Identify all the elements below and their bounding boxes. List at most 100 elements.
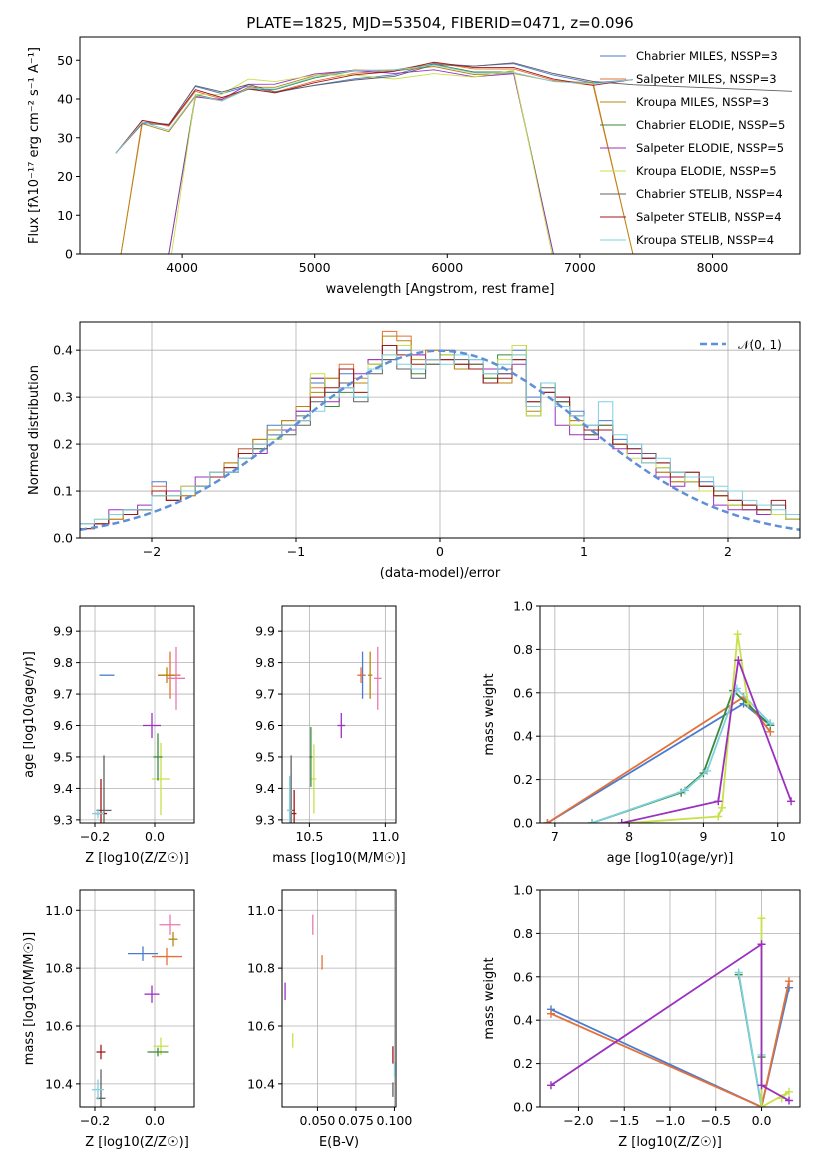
axes-frame <box>281 605 397 824</box>
weight-marker <box>744 699 752 708</box>
y-tick-label: 9.9 <box>255 624 275 639</box>
y-tick-label: 9.6 <box>255 718 275 733</box>
y-tick-label: 0.2 <box>53 437 73 452</box>
spectrum-series-8 <box>115 64 633 154</box>
y-tick-label: 10.4 <box>45 1076 73 1091</box>
x-axis-label: age [log10(age/yr)] <box>607 851 734 866</box>
x-tick-label: 1 <box>580 544 588 559</box>
weight-marker <box>703 766 712 775</box>
y-axis-label: mass weight <box>482 673 497 755</box>
chart-residuals: 𝒩(0, 1) −2 −1 0 1 2 0.0 0.1 0.2 0.3 0.4 (data-model… <box>27 321 801 581</box>
plot-area-mass-vs-ebv <box>284 914 396 1097</box>
x-tick-label: 5000 <box>299 260 331 275</box>
x-tick-label: 0.050 <box>300 1113 336 1128</box>
weight-line-0 <box>550 987 790 1107</box>
legend-label-7: Salpeter STELIB, NSSP=4 <box>636 210 782 224</box>
spectrum-series-7 <box>115 61 633 154</box>
y-tick-label: 9.7 <box>53 687 73 702</box>
y-axis-label: mass weight <box>482 957 497 1039</box>
y-tick-label: 9.7 <box>255 687 275 702</box>
chart-age-vs-mass: 10.5 11.0 9.3 9.4 9.5 9.6 9.7 9.8 9.9 mass [log10… <box>255 605 406 866</box>
axes-frame <box>79 889 195 1108</box>
spectrum-series-5 <box>171 69 553 254</box>
weight-marker <box>766 719 775 728</box>
plot-area-mass-vs-z <box>92 914 182 1107</box>
y-tick-label: 0 <box>65 247 73 262</box>
y-tick-label: 9.9 <box>53 624 73 639</box>
x-tick-label: −1.0 <box>655 1113 685 1128</box>
y-tick-label: 40 <box>57 92 73 107</box>
weight-line-5 <box>621 659 792 823</box>
weight-marker <box>734 656 743 665</box>
weight-marker <box>757 914 766 923</box>
y-axis-label: mass [log10(M/M☉)] <box>22 932 37 1065</box>
x-tick-label: −1.5 <box>609 1113 639 1128</box>
x-tick-label: 10 <box>770 829 786 844</box>
weight-marker <box>617 819 626 823</box>
weight-marker <box>546 1081 555 1090</box>
x-tick-label: 9 <box>699 829 707 844</box>
y-tick-label: 9.8 <box>255 655 275 670</box>
y-tick-label: 1.0 <box>513 599 533 614</box>
y-tick-label: 9.4 <box>255 781 275 796</box>
y-tick-label: 0.8 <box>513 926 533 941</box>
weight-marker <box>714 812 723 821</box>
y-tick-label: 10 <box>57 208 73 223</box>
weight-marker <box>625 819 634 823</box>
y-tick-label: 0.4 <box>53 343 73 358</box>
weight-marker <box>718 803 726 812</box>
weight-marker <box>757 940 766 949</box>
x-tick-label: −2 <box>143 544 161 559</box>
y-tick-label: 9.6 <box>53 718 73 733</box>
legend-label-2: Kroupa MILES, NSSP=3 <box>636 95 769 109</box>
y-tick-label: 11.0 <box>247 903 275 918</box>
weight-marker <box>546 1009 555 1018</box>
y-tick-label: 9.5 <box>53 749 73 764</box>
gaussian-curve <box>80 349 800 532</box>
weight-marker <box>734 968 743 977</box>
x-axis-label: E(B-V) <box>319 1135 359 1150</box>
x-tick-label: 0.100 <box>377 1113 413 1128</box>
x-tick-label: −1 <box>287 544 305 559</box>
plots-layer: Chabrier MILES, NSSP=3 Salpeter MILES, NS… <box>22 36 801 1150</box>
plot-area-age-vs-mass <box>287 646 382 823</box>
y-tick-label: 20 <box>57 169 73 184</box>
y-tick-label: 9.5 <box>255 749 275 764</box>
y-axis-label: age [log10(age/yr)] <box>22 651 37 778</box>
legend-label-5: Kroupa ELODIE, NSSP=5 <box>636 164 777 178</box>
chart-massweight-vs-z: −2.0 −1.5 −1.0 −0.5 0.0 0.0 0.2 0.4 0.6 0.8 1.0 Z [… <box>482 883 801 1150</box>
y-tick-label: 9.3 <box>255 812 275 827</box>
axes-frame <box>281 889 397 1108</box>
x-tick-label: 11.0 <box>371 829 399 844</box>
legend-label-0: Chabrier MILES, NSSP=3 <box>636 49 778 63</box>
y-tick-label: 0.6 <box>513 969 533 984</box>
x-axis-label: (data-model)/error <box>380 566 501 581</box>
axes-frame <box>539 605 801 824</box>
y-tick-label: 0.3 <box>53 390 73 405</box>
spectrum-series-1 <box>120 62 634 254</box>
y-axis-label: Normed distribution <box>27 365 42 495</box>
y-tick-label: 10.8 <box>45 961 73 976</box>
y-tick-label: 0.4 <box>513 1013 533 1028</box>
y-tick-label: 10.4 <box>247 1076 275 1091</box>
y-tick-label: 0.2 <box>513 772 533 787</box>
weight-marker <box>588 819 596 823</box>
weight-marker <box>680 786 689 795</box>
y-axis-label: Flux [fλ10⁻¹⁷ erg cm⁻² s⁻¹ A⁻¹] <box>27 47 42 244</box>
y-tick-label: 0.6 <box>513 685 533 700</box>
chart-mass-vs-z: −0.2 0.0 10.4 10.6 10.8 11.0 Z [log10(Z/Z☉)] ma… <box>22 889 195 1150</box>
x-tick-label: −0.2 <box>80 1113 110 1128</box>
x-tick-label: 2 <box>724 544 732 559</box>
x-tick-label: 0.075 <box>338 1113 374 1128</box>
x-tick-label: 0.0 <box>145 829 165 844</box>
weight-marker <box>787 797 796 806</box>
spectrum-series-6 <box>115 62 793 154</box>
x-tick-label: 7000 <box>564 260 596 275</box>
y-tick-label: 9.4 <box>53 781 73 796</box>
weight-marker <box>785 977 794 986</box>
figure-title: PLATE=1825, MJD=53504, FIBERID=0471, z=0… <box>246 14 633 32</box>
plot-area-massweight-vs-z <box>546 914 794 1107</box>
x-tick-label: 4000 <box>166 260 198 275</box>
weight-marker <box>733 630 742 639</box>
